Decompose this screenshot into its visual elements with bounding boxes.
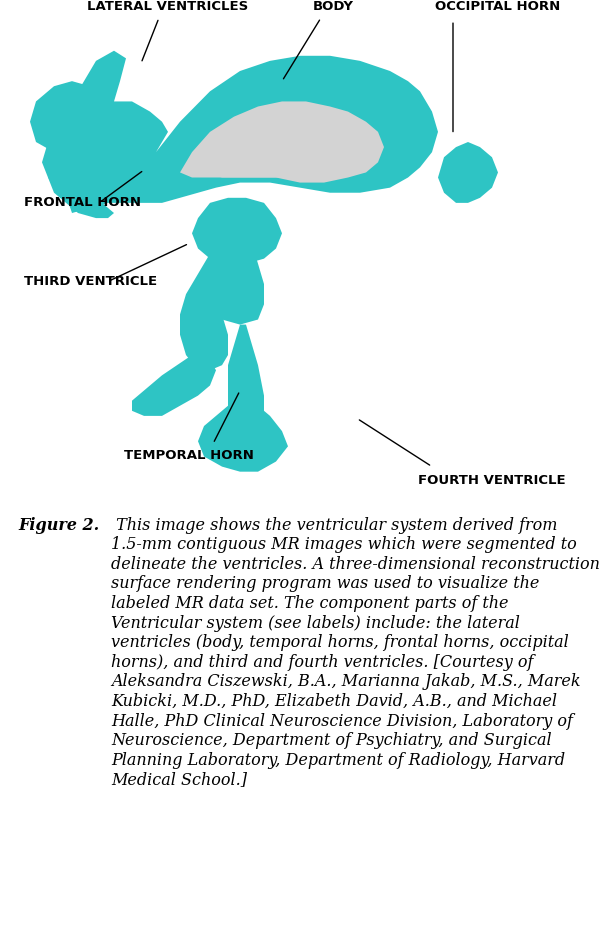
- Text: OCCIPITAL HORN: OCCIPITAL HORN: [436, 0, 560, 12]
- PathPatch shape: [180, 254, 228, 371]
- Text: FOURTH VENTRICLE: FOURTH VENTRICLE: [418, 474, 566, 487]
- PathPatch shape: [198, 401, 288, 472]
- PathPatch shape: [204, 106, 372, 177]
- PathPatch shape: [228, 324, 264, 441]
- PathPatch shape: [210, 228, 264, 324]
- PathPatch shape: [192, 198, 282, 264]
- PathPatch shape: [48, 168, 114, 218]
- PathPatch shape: [132, 356, 216, 416]
- PathPatch shape: [438, 142, 498, 203]
- Text: FRONTAL HORN: FRONTAL HORN: [24, 196, 141, 210]
- Text: Figure 2.: Figure 2.: [18, 517, 99, 534]
- PathPatch shape: [180, 101, 384, 183]
- Text: THIRD VENTRICLE: THIRD VENTRICLE: [24, 275, 157, 288]
- PathPatch shape: [42, 127, 108, 192]
- Text: TEMPORAL HORN: TEMPORAL HORN: [124, 448, 254, 462]
- PathPatch shape: [30, 82, 102, 153]
- PathPatch shape: [54, 51, 438, 213]
- Text: This image shows the ventricular system derived from 1.5-mm contiguous MR images: This image shows the ventricular system …: [111, 517, 600, 789]
- Text: LATERAL VENTRICLES: LATERAL VENTRICLES: [88, 0, 248, 12]
- Text: BODY: BODY: [313, 0, 353, 12]
